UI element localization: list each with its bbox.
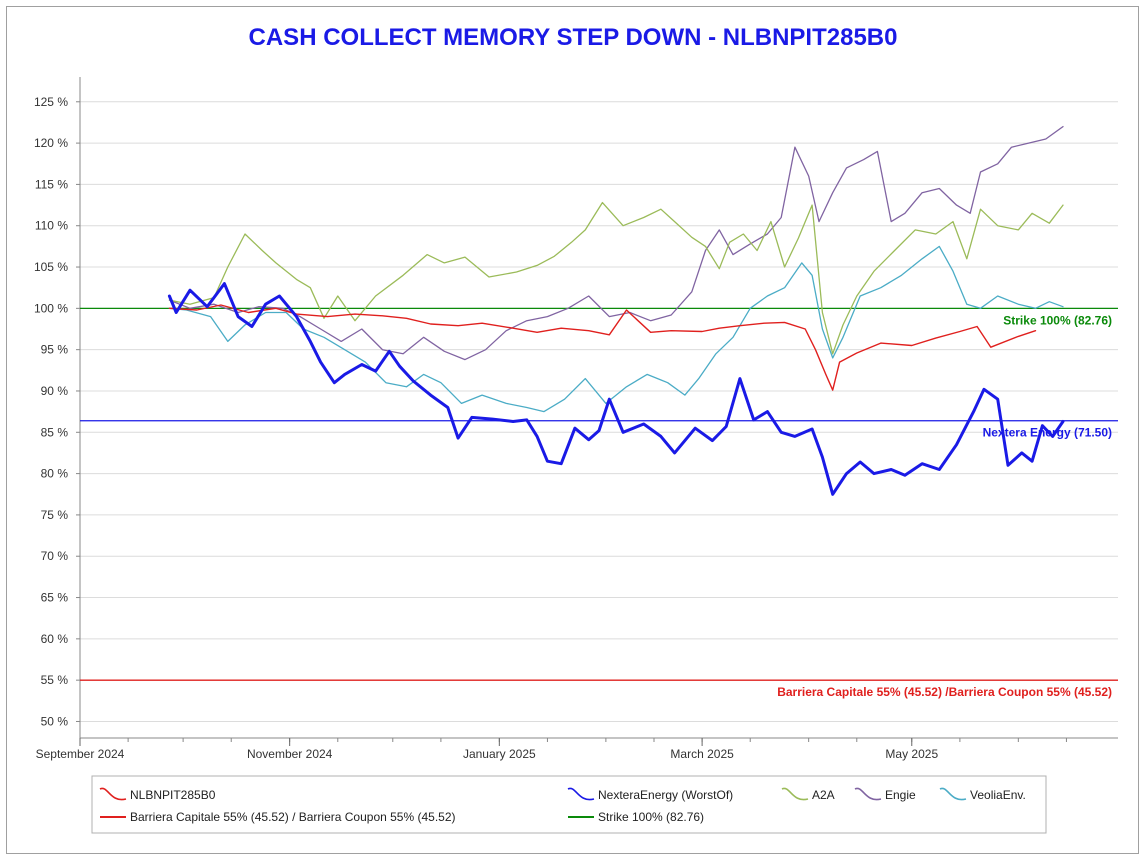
reference-lines bbox=[80, 307, 1118, 681]
y-tick-suffix: % bbox=[54, 714, 68, 728]
series-line-veoliaenv bbox=[168, 245, 1064, 413]
legend-marker bbox=[99, 787, 127, 801]
reference-annotation: Strike 100% (82.76) bbox=[1003, 313, 1112, 327]
legend-box bbox=[91, 775, 1047, 834]
x-tick-label: March 2025 bbox=[670, 747, 734, 761]
legend-label: Strike 100% (82.76) bbox=[598, 810, 704, 824]
series-line-nexteraenergy-worstof bbox=[167, 282, 1065, 496]
legend-marker bbox=[854, 787, 882, 801]
y-tick-suffix: % bbox=[54, 301, 68, 315]
annotations: Barriera Capitale 55% (45.52) /Barriera … bbox=[777, 313, 1112, 699]
y-tick-suffix: % bbox=[54, 508, 68, 522]
chart-frame bbox=[6, 6, 1139, 854]
y-tick-label: 60 % bbox=[41, 632, 69, 646]
y-tick-suffix: % bbox=[54, 343, 68, 357]
series-line-nlbnpit285b0 bbox=[168, 304, 1037, 391]
y-tick-label: 70 % bbox=[41, 549, 69, 563]
x-tick-label: May 2025 bbox=[885, 747, 938, 761]
y-tick-suffix: % bbox=[54, 467, 68, 481]
y-tick-label: 95 % bbox=[41, 343, 69, 357]
legend-marker bbox=[939, 787, 967, 801]
legend-label: A2A bbox=[812, 788, 835, 802]
legend-label: NLBNPIT285B0 bbox=[130, 788, 216, 802]
y-tick-label: 80 % bbox=[41, 467, 69, 481]
y-tick-suffix: % bbox=[54, 673, 68, 687]
grid bbox=[80, 101, 1118, 722]
y-tick-label: 115 % bbox=[35, 177, 68, 191]
reference-annotation: Nextera Energy (71.50) bbox=[983, 426, 1112, 440]
legend-label: NexteraEnergy (WorstOf) bbox=[598, 788, 733, 802]
y-tick-label: 110 % bbox=[35, 219, 68, 233]
series-line-engie bbox=[168, 125, 1064, 361]
legend-marker bbox=[567, 787, 595, 801]
y-tick-label: 90 % bbox=[41, 384, 69, 398]
legend-label: Barriera Capitale 55% (45.52) / Barriera… bbox=[130, 810, 456, 824]
y-tick-label: 50 % bbox=[41, 714, 69, 728]
y-tick-label: 120 % bbox=[34, 136, 68, 150]
y-tick-label: 65 % bbox=[41, 591, 69, 605]
legend-label: Engie bbox=[885, 788, 916, 802]
legend: NLBNPIT285B0 NexteraEnergy (WorstOf) A2A En… bbox=[91, 775, 1047, 834]
y-tick-label: 125 % bbox=[34, 95, 68, 109]
x-tick-label: September 2024 bbox=[36, 747, 125, 761]
y-tick-suffix: % bbox=[54, 136, 68, 150]
y-tick-suffix: % bbox=[54, 95, 68, 109]
legend-marker bbox=[781, 787, 809, 801]
y-tick-suffix: % bbox=[54, 549, 68, 563]
y-tick-suffix: % bbox=[54, 591, 68, 605]
y-tick-suffix: % bbox=[54, 219, 68, 233]
y-tick-label: 55 % bbox=[41, 673, 69, 687]
y-tick-suffix: % bbox=[54, 384, 68, 398]
y-tick-label: 85 % bbox=[41, 425, 69, 439]
y-tick-label: 105 % bbox=[34, 260, 68, 274]
y-tick-label: 75 % bbox=[41, 508, 69, 522]
y-tick-suffix: % bbox=[54, 425, 68, 439]
series-lines bbox=[167, 125, 1065, 496]
y-tick-label: 100 % bbox=[34, 301, 68, 315]
series-line-a2a bbox=[168, 201, 1064, 355]
x-tick-label: January 2025 bbox=[463, 747, 536, 761]
y-tick-suffix: % bbox=[54, 632, 68, 646]
chart-title: CASH COLLECT MEMORY STEP DOWN - NLBNPIT2… bbox=[249, 24, 898, 51]
legend-label: VeoliaEnv. bbox=[970, 788, 1026, 802]
y-tick-suffix: % bbox=[54, 177, 68, 191]
x-tick-label: November 2024 bbox=[247, 747, 333, 761]
y-tick-suffix: % bbox=[54, 260, 68, 274]
axes: 50 % 55 % 60 % 65 % 70 % 75 % 80 % 85 % 90 % 95 %… bbox=[34, 77, 1118, 761]
reference-annotation: Barriera Capitale 55% (45.52) /Barriera … bbox=[777, 685, 1112, 699]
